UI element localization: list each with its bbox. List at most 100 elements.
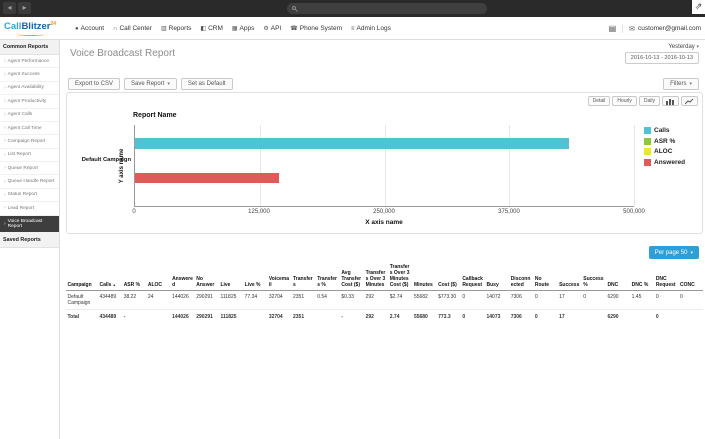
date-preset-dropdown[interactable]: Yesterday ▾ (668, 44, 699, 50)
sidebar-item-label: Lead Report (7, 205, 35, 211)
chevron-right-icon: › (4, 84, 6, 91)
table-cell: 32704 (267, 290, 292, 310)
chevron-right-icon: › (4, 205, 6, 212)
table-cell (146, 310, 170, 324)
sidebar-item-agent-calls[interactable]: › Agent Calls (0, 109, 59, 122)
sidebar-item-status-report[interactable]: › Status Report (0, 189, 59, 203)
column-header-transfers-over-3-minutes[interactable]: Transfers Over 3 Minutes (364, 263, 389, 291)
column-header-dnc[interactable]: DNC (605, 263, 631, 291)
column-header-avg-transfer-cost[interactable]: Avg Transfer Cost ($) (339, 263, 365, 291)
column-header-live[interactable]: Live % (243, 263, 268, 291)
column-header-minutes[interactable]: Minutes (412, 263, 437, 291)
column-header-voicemail[interactable]: Voicemail (267, 263, 292, 291)
actions-toolbar: Export to CSV Save Report ▾ Set as Defau… (68, 78, 233, 90)
export-csv-button[interactable]: Export to CSV (68, 78, 121, 90)
bar-chart-icon (666, 98, 674, 105)
column-header-aloc[interactable]: ALOC (146, 263, 171, 291)
nav-item-account[interactable]: ● Account (75, 25, 104, 32)
column-header-transfers[interactable]: Transfers % (315, 263, 340, 291)
column-header-cost[interactable]: Cost ($) (436, 263, 461, 291)
column-header-callback-request[interactable]: Callback Request (460, 263, 485, 291)
column-header-answered[interactable]: Answered (170, 263, 195, 291)
nav-item-apps[interactable]: ▦ Apps (232, 25, 255, 32)
bar-calls (135, 138, 569, 149)
legend-item-answered[interactable]: Answered (644, 158, 685, 166)
table-cell: Default Campaign (66, 290, 98, 310)
chevron-right-icon: › (4, 58, 6, 65)
column-header-no-answer[interactable]: No Answer (194, 263, 219, 291)
search-bar[interactable] (287, 3, 487, 14)
column-header-success[interactable]: Success % (581, 263, 606, 291)
table-cell: 290291 (196, 314, 213, 320)
sidebar-item-agent-success[interactable]: › Agent Success (0, 68, 59, 82)
column-header-transfers[interactable]: Transfers (291, 263, 316, 291)
legend-item-aloc[interactable]: ALOC (644, 148, 685, 155)
table-cell: 77.34 (243, 290, 268, 310)
expand-icon[interactable]: ⇗ (692, 0, 705, 14)
bar-chart-toggle[interactable] (662, 96, 679, 106)
line-chart-toggle[interactable] (681, 96, 698, 106)
per-page-button[interactable]: Per page 50 ▾ (648, 246, 699, 259)
nav-item-crm[interactable]: ◧ CRM (200, 25, 222, 32)
table-cell: 0 (654, 290, 679, 310)
user-account[interactable]: ✉ customer@gmail.com (622, 24, 701, 33)
sidebar-section-common-reports[interactable]: Common Reports (0, 40, 59, 55)
hourly-button[interactable]: Hourly (612, 96, 637, 106)
sidebar-items: › Agent Performance › Agent Success › Agent A… (0, 55, 59, 233)
column-header-disconnected[interactable]: Disconnected (509, 263, 534, 291)
search-input[interactable] (300, 3, 483, 14)
legend-item-asr[interactable]: ASR % (644, 137, 685, 145)
column-header-dnc[interactable]: DNC % (630, 263, 655, 291)
table-cell: 434489 (99, 314, 117, 320)
save-report-button[interactable]: Save Report ▾ (124, 78, 177, 90)
apps-icon: ▦ (231, 26, 238, 32)
nav-item-reports[interactable]: ▥ Reports (161, 25, 191, 32)
sidebar-item-lead-report[interactable]: › Lead Report (0, 202, 59, 216)
sidebar-item-voice-broadcast-report[interactable]: › Voice Broadcast Report (0, 215, 59, 233)
sidebar-item-label: Agent Call Time (7, 125, 42, 131)
table-cell: - (341, 314, 344, 320)
app-logo[interactable]: CallBlitzer24 (4, 22, 56, 36)
column-header-no-route[interactable]: No Route (533, 263, 558, 291)
sidebar-item-list-report[interactable]: › List Report (0, 149, 59, 162)
column-header-success[interactable]: Success (557, 263, 582, 291)
sidebar-item-queue-report[interactable]: › Queue Report (0, 162, 59, 176)
sidebar-item-agent-availability[interactable]: › Agent Availability (0, 82, 59, 96)
sidebar-item-agent-call-time[interactable]: › Agent Call Time (0, 122, 59, 136)
chart-toolbar: Detail Hourly Daily (587, 96, 698, 106)
set-default-button[interactable]: Set as Default (180, 78, 233, 90)
column-header-campaign[interactable]: Campaign (66, 263, 98, 291)
filters-button[interactable]: Filters ▾ (663, 78, 699, 90)
column-header-dnc-request[interactable]: DNC Request (654, 263, 679, 291)
daily-button[interactable]: Daily (638, 96, 660, 106)
sidebar-item-queue-handle-report[interactable]: › Queue Handle Report (0, 175, 59, 189)
table-cell: 7306 (509, 290, 534, 310)
column-header-conc[interactable]: CONC (678, 263, 703, 291)
nav-item-call-center[interactable]: ∩ Call Center (113, 25, 152, 32)
back-icon[interactable]: ◂ (3, 2, 16, 14)
sidebar-item-label: Agent Performance (7, 58, 50, 64)
date-range-picker[interactable]: 2016-10-13 - 2016-10-13 (624, 52, 699, 64)
column-header-transfers-over-3-minutes-cost[interactable]: Transfers Over 3 Minutes Cost ($) (388, 263, 413, 291)
sidebar-section-saved-reports[interactable]: Saved Reports (0, 232, 59, 248)
legend-item-calls[interactable]: Calls (644, 127, 685, 134)
table-cell: 17 (559, 314, 565, 320)
legend-label: ASR % (654, 137, 676, 145)
nav-item-admin-logs[interactable]: ≡ Admin Logs (351, 25, 391, 32)
detail-button[interactable]: Detail (587, 96, 611, 106)
window-topbar: ◂ ▸ ⇗ (0, 0, 705, 17)
sidebar-item-agent-performance[interactable]: › Agent Performance (0, 55, 59, 69)
column-header-calls[interactable]: Calls▲ (98, 263, 123, 291)
forward-icon[interactable]: ▸ (18, 2, 31, 14)
nav-item-phone-system[interactable]: ☎ Phone System (290, 25, 342, 32)
column-header-busy[interactable]: Busy (485, 263, 510, 291)
gridline (509, 125, 511, 206)
notebook-icon[interactable]: ▤ (608, 24, 617, 33)
column-header-live[interactable]: Live (218, 263, 244, 291)
sidebar-item-campaign-report[interactable]: › Campaign Report (0, 135, 59, 149)
sidebar-item-agent-productivity[interactable]: › Agent Productivity (0, 95, 59, 109)
chevron-right-icon: › (4, 191, 6, 198)
sidebar-item-label: Status Report (7, 192, 38, 198)
nav-item-api[interactable]: ⚙ API (263, 25, 281, 32)
column-header-asr[interactable]: ASR % (122, 263, 147, 291)
